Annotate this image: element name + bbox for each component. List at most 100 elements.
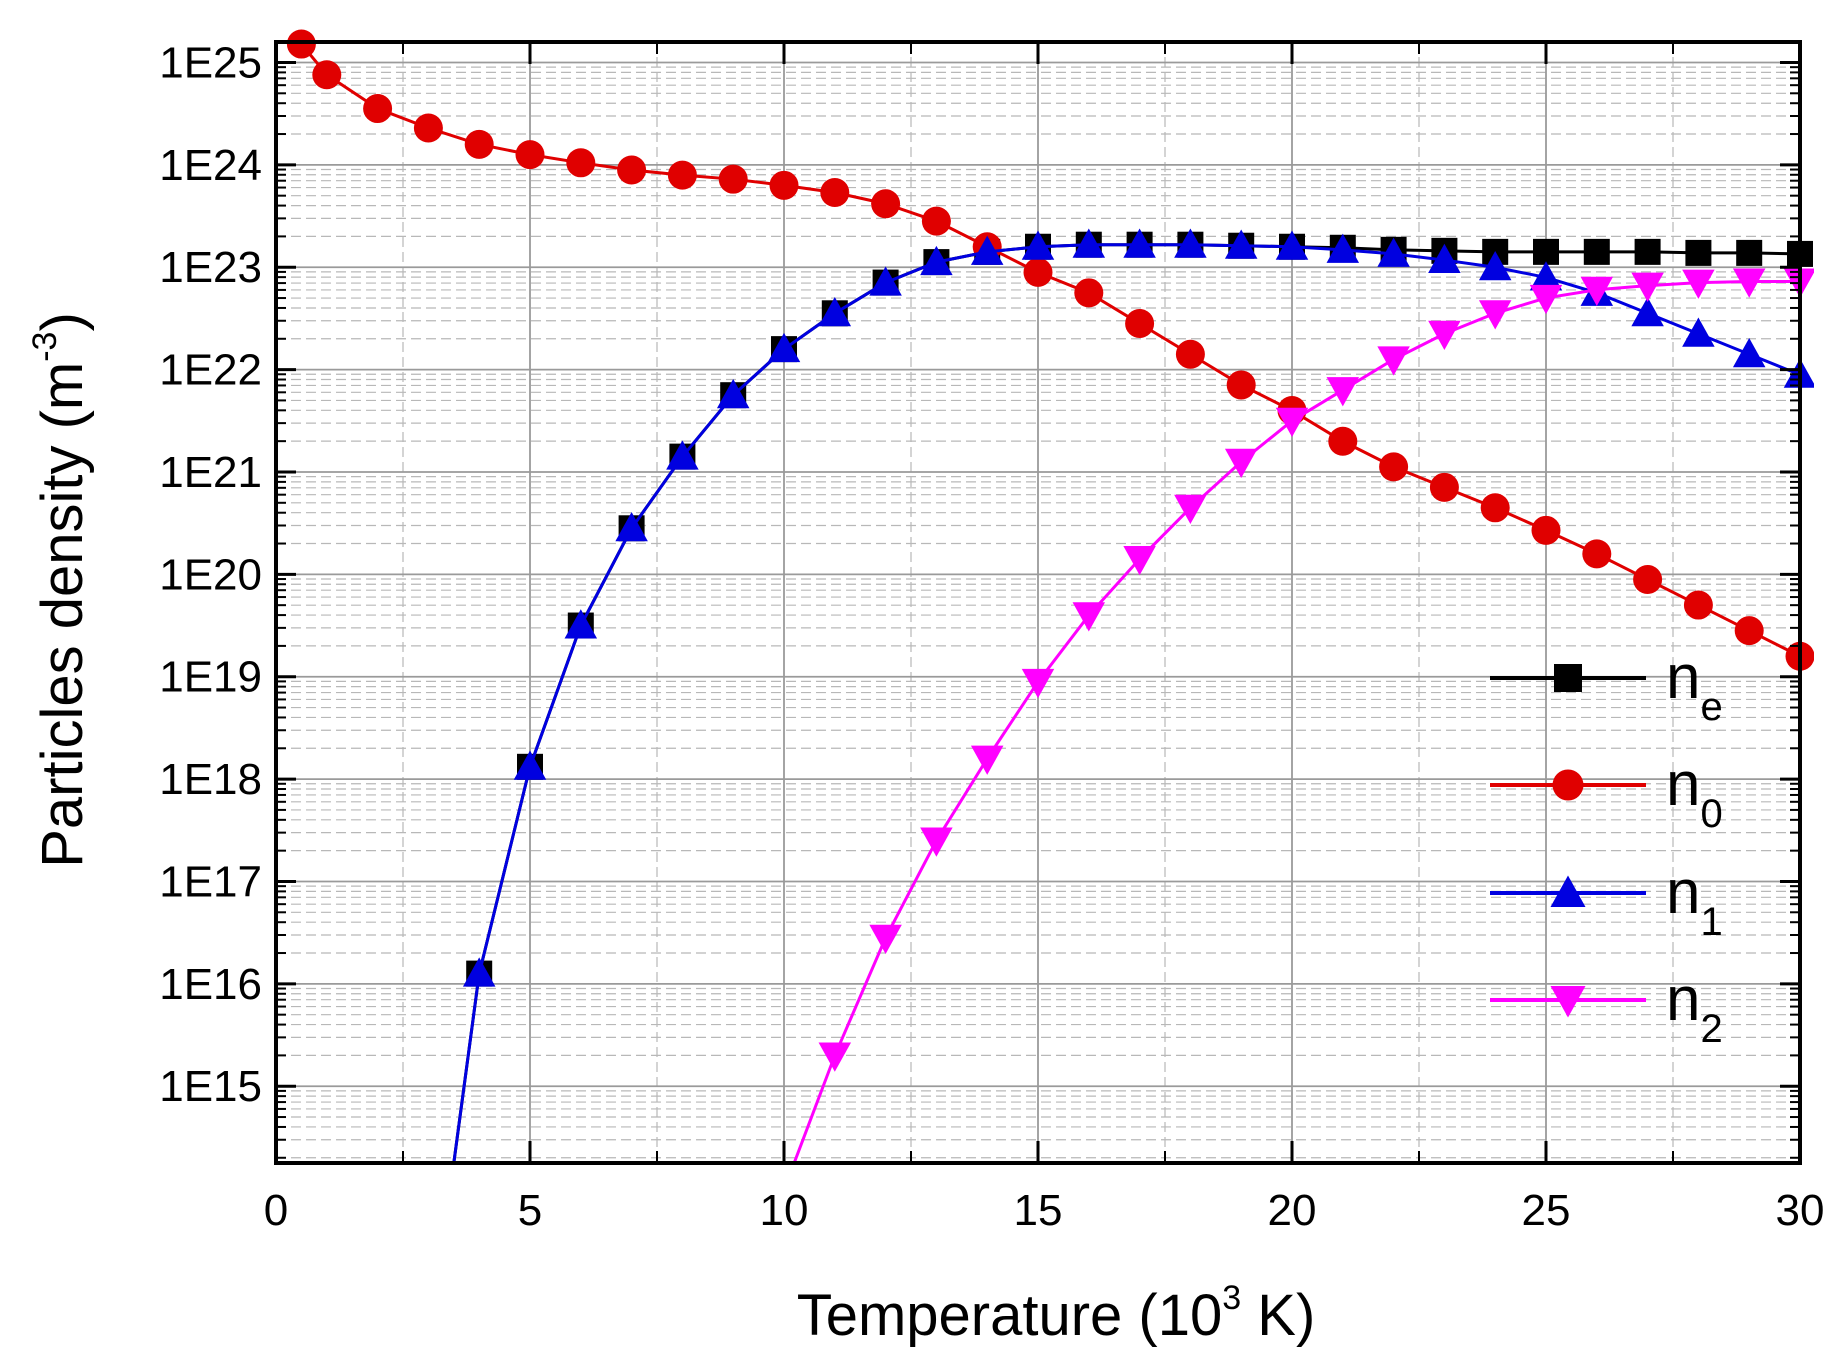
legend-label-sub: 2 [1700, 1007, 1722, 1051]
data-point-n_1 [615, 512, 648, 542]
data-point-n_2 [970, 745, 1004, 775]
series-n_1 [452, 228, 1814, 1163]
data-point-n_0 [1531, 515, 1561, 545]
y-axis-title-main: Particles density (m [30, 362, 95, 868]
legend-label-main: n [1666, 750, 1700, 819]
data-point-n_1 [564, 609, 598, 639]
data-point-n_0 [1429, 472, 1459, 502]
data-point-n_2 [1529, 284, 1563, 315]
y-tick-label: 1E21 [159, 448, 262, 497]
series-line-n_1 [452, 243, 1801, 1163]
x-axis-title-tail: K) [1241, 1283, 1315, 1348]
legend-label-sub: e [1700, 685, 1722, 729]
legend-item-n_1: n1 [1490, 858, 1723, 944]
legend-label-n_2: n2 [1666, 965, 1723, 1051]
data-point-n_2 [869, 924, 902, 955]
y-tick-label: 1E22 [159, 346, 262, 395]
data-point-n_2 [1478, 300, 1512, 330]
data-point-n_0 [1633, 564, 1663, 594]
data-point-n_1 [716, 378, 750, 409]
data-point-n_1 [513, 750, 547, 780]
data-point-n_1 [1682, 317, 1715, 347]
legend-label-n_1: n1 [1666, 858, 1723, 944]
data-point-n_1 [462, 957, 496, 987]
data-point-n_0 [921, 206, 951, 236]
data-point-n_2 [1580, 276, 1614, 306]
x-axis-title-main: Temperature (10 [797, 1283, 1223, 1348]
data-point-n_e [1685, 239, 1712, 266]
legend-marker-n_2 [1550, 986, 1586, 1018]
data-point-n_1 [1275, 230, 1309, 260]
data-point-n_1 [1021, 230, 1055, 260]
legend-label-main: n [1666, 965, 1700, 1034]
y-tick-labels: 1E15 1E16 1E17 1E18 1E19 1E20 1E21 1E22 1E23 1E24… [159, 38, 262, 1111]
y-tick-label: 1E15 [159, 1062, 262, 1111]
data-point-n_1 [1224, 229, 1258, 259]
data-point-n_2 [920, 827, 953, 857]
data-point-n_0 [1023, 257, 1053, 287]
data-point-n_2 [1123, 545, 1156, 576]
data-point-n_1 [767, 332, 801, 363]
y-tick-label: 1E17 [159, 857, 262, 906]
data-point-n_0 [1683, 590, 1713, 620]
data-point-n_0 [718, 164, 748, 194]
data-point-n_0 [617, 155, 647, 185]
y-tick-label: 1E19 [159, 653, 262, 702]
data-point-n_0 [566, 148, 596, 178]
x-tick-label: 25 [1522, 1186, 1571, 1235]
data-point-n_0 [363, 94, 393, 124]
x-tick-label: 30 [1776, 1186, 1825, 1235]
x-tick-label: 10 [760, 1186, 809, 1235]
x-axis-title: Temperature (103 K) [797, 1279, 1316, 1348]
data-point-n_1 [1174, 228, 1207, 258]
data-point-n_0 [413, 113, 443, 143]
data-point-n_0 [1582, 539, 1612, 569]
legend-label-main: n [1666, 643, 1700, 712]
legend-item-n_0: n0 [1490, 750, 1723, 836]
data-point-n_1 [1072, 228, 1106, 258]
data-point-n_0 [312, 60, 342, 90]
data-point-n_e [1634, 238, 1661, 265]
data-point-n_0 [515, 140, 545, 170]
x-tick-label: 20 [1268, 1186, 1317, 1235]
data-point-n_e [1533, 238, 1559, 265]
x-axis-title-sup: 3 [1222, 1279, 1241, 1317]
data-point-n_1 [818, 297, 852, 327]
data-point-n_0 [1734, 616, 1764, 646]
legend-marker-n_0 [1552, 769, 1584, 801]
data-point-n_1 [1529, 261, 1563, 291]
data-point-n_0 [1480, 493, 1510, 523]
y-axis-title-tail: ) [30, 312, 95, 331]
y-tick-label: 1E24 [159, 141, 262, 190]
x-tick-label: 5 [518, 1186, 542, 1235]
legend-label-n_0: n0 [1666, 750, 1723, 836]
data-point-n_1 [869, 266, 902, 296]
series-n_0 [286, 29, 1814, 671]
y-tick-label: 1E20 [159, 550, 262, 599]
data-point-n_2 [1377, 346, 1410, 376]
data-point-n_1 [1123, 228, 1156, 258]
data-point-n_2 [818, 1042, 852, 1072]
data-point-n_1 [920, 245, 953, 276]
data-point-n_2 [1275, 407, 1309, 438]
data-point-n_1 [666, 440, 699, 470]
data-point-n_0 [464, 129, 494, 159]
data-point-n_2 [1631, 272, 1664, 302]
data-point-n_0 [1379, 452, 1409, 482]
data-point-n_1 [1428, 243, 1461, 274]
data-point-n_2 [1428, 320, 1461, 351]
data-point-n_0 [871, 189, 901, 219]
y-tick-label: 1E25 [159, 38, 262, 87]
data-point-n_2 [1021, 668, 1055, 699]
legend-item-n_2: n2 [1490, 965, 1723, 1051]
legend-item-n_e: ne [1490, 643, 1723, 729]
data-point-n_1 [1377, 237, 1410, 267]
data-point-n_2 [1174, 494, 1207, 525]
data-point-n_0 [1074, 278, 1104, 308]
x-tick-label: 0 [264, 1186, 288, 1235]
series-layer [286, 29, 1814, 1163]
data-point-n_1 [970, 235, 1004, 265]
y-axis-title: Particles density (m-3) [26, 312, 95, 868]
x-tick-label: 15 [1014, 1186, 1063, 1235]
